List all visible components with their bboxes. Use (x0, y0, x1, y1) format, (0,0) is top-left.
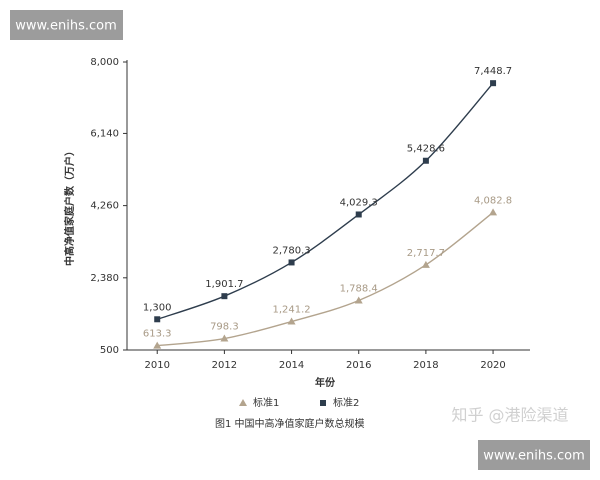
data-label: 2,717.7 (407, 248, 445, 259)
point (355, 211, 362, 218)
legend-label: 标准1 (253, 397, 279, 409)
y-tick-label: 4,260 (90, 201, 119, 212)
watermark-box (478, 440, 590, 470)
x-tick-label: 2014 (279, 360, 304, 371)
point (489, 208, 498, 216)
data-label: 7,448.7 (474, 66, 512, 77)
point (287, 317, 296, 325)
point (220, 334, 229, 342)
x-tick-label: 2018 (413, 360, 438, 371)
watermark: www.enihs.com (483, 449, 585, 464)
x-tick-label: 2016 (346, 360, 371, 371)
watermark-box (10, 10, 123, 40)
watermark: 知乎 @港险渠道 (451, 406, 568, 425)
point (490, 80, 497, 87)
point (422, 157, 429, 164)
y-tick-label: 500 (100, 345, 119, 356)
point (221, 293, 228, 300)
data-label: 613.3 (143, 329, 172, 340)
data-label: 4,029.3 (340, 197, 378, 208)
point (421, 260, 430, 268)
data-label: 4,082.8 (474, 195, 512, 206)
data-label: 1,788.4 (340, 284, 378, 295)
legend-marker (320, 400, 326, 406)
legend-marker (239, 399, 247, 406)
x-axis-title: 年份 (315, 376, 336, 389)
x-tick-label: 2020 (480, 360, 505, 371)
y-tick-label: 2,380 (90, 273, 119, 284)
series-line (157, 211, 494, 347)
caption: 图1 中国中高净值家庭户数总规模 (215, 417, 365, 430)
point (153, 341, 162, 349)
data-label: 2,780.3 (272, 245, 310, 256)
point (354, 296, 363, 304)
x-tick-label: 2010 (144, 360, 169, 371)
data-label: 5,428.6 (407, 144, 445, 155)
point (154, 316, 161, 323)
point (288, 259, 295, 266)
data-label: 1,300 (143, 302, 172, 313)
y-axis-title: 中高净值家庭户数（万户） (63, 146, 76, 266)
watermark: www.enihs.com (15, 19, 117, 34)
data-label: 798.3 (210, 322, 239, 333)
x-tick-label: 2012 (212, 360, 237, 371)
data-label: 1,241.2 (272, 305, 310, 316)
y-tick-label: 6,140 (90, 128, 119, 139)
legend-label: 标准2 (333, 397, 359, 409)
data-label: 1,901.7 (205, 279, 243, 290)
y-tick-label: 8,000 (90, 57, 119, 68)
